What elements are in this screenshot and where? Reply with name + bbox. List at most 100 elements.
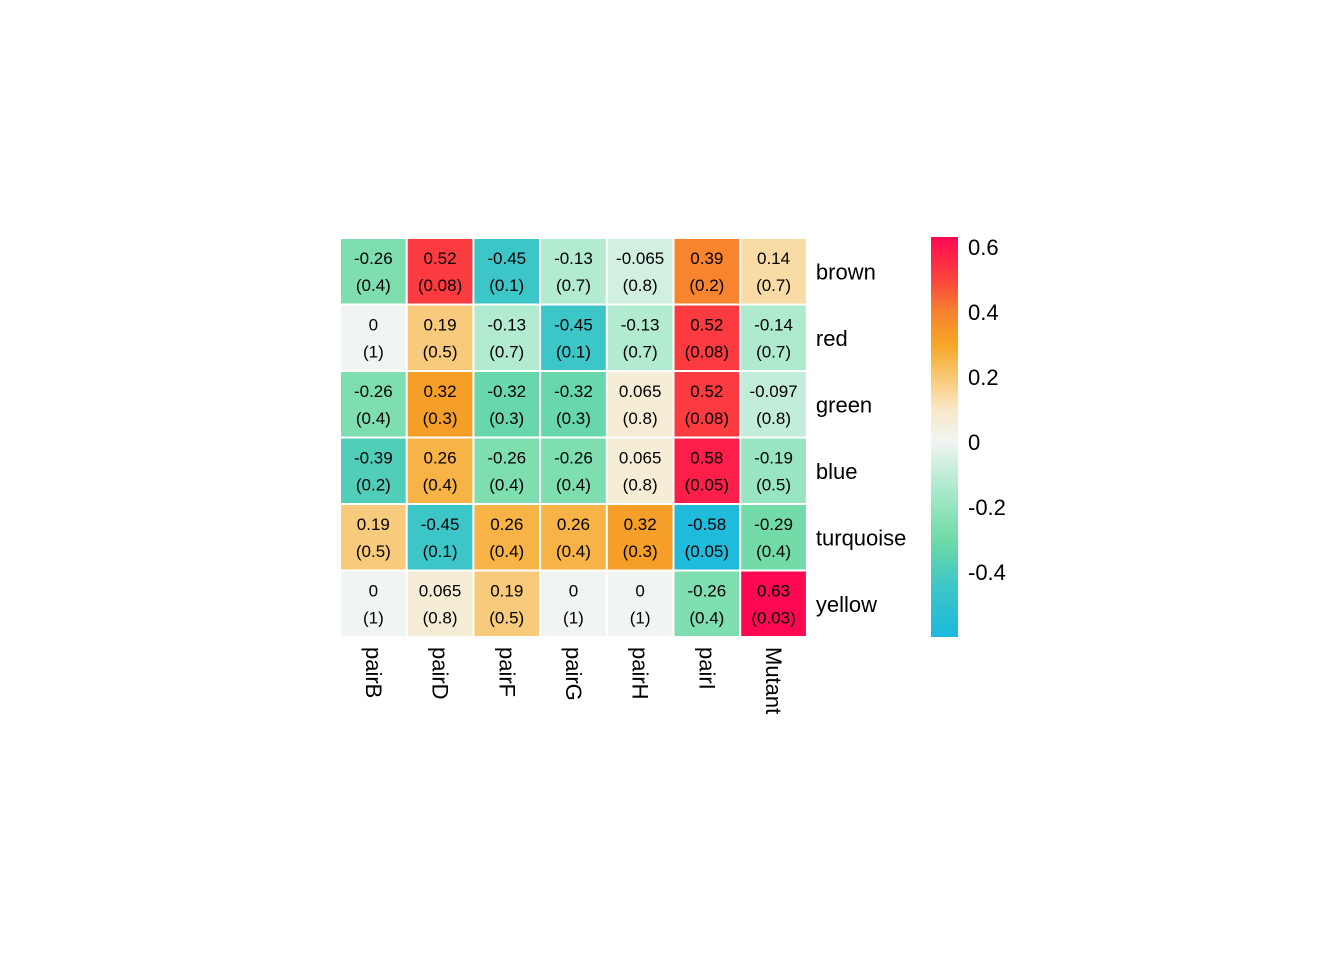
cell-value-label: 0.26	[424, 448, 457, 467]
cell-value-label: -0.45	[554, 315, 593, 334]
cell-value-label: -0.39	[354, 448, 393, 467]
cell-pvalue-label: (0.8)	[623, 409, 658, 428]
heatmap-cell: 0.63 (0.03)	[741, 571, 806, 636]
cell-pvalue-label: (0.4)	[423, 476, 458, 495]
row-label: yellow	[816, 592, 877, 617]
heatmap-cell-fill	[474, 505, 540, 570]
heatmap-cell-fill	[607, 305, 673, 370]
cell-value-label: 0	[635, 581, 644, 600]
column-label: pairI	[694, 647, 719, 690]
cell-pvalue-label: (0.5)	[756, 476, 791, 495]
cell-pvalue-label: (0.4)	[356, 276, 391, 295]
cell-value-label: 0	[569, 581, 578, 600]
cell-pvalue-label: (0.7)	[623, 343, 658, 362]
heatmap-cell: -0.13 (0.7)	[541, 239, 606, 304]
heatmap-cell: -0.32 (0.3)	[474, 372, 540, 437]
cell-pvalue-label: (0.05)	[685, 476, 729, 495]
heatmap-cell-fill	[474, 305, 540, 370]
cell-pvalue-label: (0.1)	[489, 276, 524, 295]
heatmap-cell-fill	[407, 239, 473, 304]
cell-pvalue-label: (0.5)	[423, 343, 458, 362]
heatmap-cell-fill	[407, 372, 473, 437]
heatmap-cell: -0.45 (0.1)	[541, 305, 606, 370]
cell-pvalue-label: (1)	[363, 343, 384, 362]
heatmap-cell-fill	[341, 571, 406, 636]
cell-value-label: -0.097	[749, 382, 797, 401]
cell-pvalue-label: (0.8)	[423, 609, 458, 628]
cell-pvalue-label: (1)	[363, 609, 384, 628]
cell-value-label: -0.32	[487, 382, 526, 401]
cell-value-label: 0.58	[690, 448, 723, 467]
heatmap-cell: 0(1)	[607, 571, 673, 636]
cell-pvalue-label: (0.8)	[623, 276, 658, 295]
column-label: pairD	[428, 647, 453, 700]
heatmap-cell-fill	[607, 239, 673, 304]
heatmap-cell-fill	[474, 372, 540, 437]
column-label: Mutant	[761, 647, 786, 714]
column-label: pairB	[361, 647, 386, 698]
cell-pvalue-label: (0.3)	[489, 409, 524, 428]
cell-pvalue-label: (0.3)	[556, 409, 591, 428]
heatmap-cell-fill	[474, 438, 540, 503]
heatmap-cell: -0.065 (0.8)	[607, 239, 673, 304]
heatmap-cell: 0.32 (0.3)	[407, 372, 473, 437]
cell-value-label: 0.19	[357, 515, 390, 534]
cell-value-label: -0.065	[616, 249, 664, 268]
cell-pvalue-label: (0.4)	[756, 542, 791, 561]
cell-value-label: -0.58	[687, 515, 726, 534]
heatmap-cell-fill	[341, 305, 406, 370]
heatmap-cell-fill	[607, 438, 673, 503]
cell-value-label: 0.26	[557, 515, 590, 534]
cell-pvalue-label: (1)	[630, 609, 651, 628]
cell-value-label: 0.32	[424, 382, 457, 401]
cell-pvalue-label: (0.1)	[556, 343, 591, 362]
legend-tick-label: -0.4	[968, 560, 1006, 585]
row-label: red	[816, 326, 848, 351]
heatmap-cell-fill	[407, 438, 473, 503]
cell-value-label: 0.14	[757, 249, 790, 268]
heatmap-cell: 0.52 (0.08)	[674, 305, 740, 370]
heatmap-cell: -0.26 (0.4)	[341, 372, 406, 437]
cell-pvalue-label: (0.5)	[356, 542, 391, 561]
cell-pvalue-label: (0.7)	[756, 276, 791, 295]
heatmap-cell: 0.52 (0.08)	[407, 239, 473, 304]
heatmap-cell: 0.19 (0.5)	[474, 571, 540, 636]
legend-color-bar	[931, 237, 958, 637]
heatmap-cell-fill	[674, 372, 740, 437]
heatmap-cell-fill	[474, 571, 540, 636]
cell-value-label: 0	[369, 581, 378, 600]
cell-value-label: -0.32	[554, 382, 593, 401]
cell-value-label: 0.26	[490, 515, 523, 534]
column-label: pairH	[628, 647, 653, 700]
heatmap-cell-fill	[407, 505, 473, 570]
heatmap-cell: -0.45 (0.1)	[407, 505, 473, 570]
cell-pvalue-label: (0.4)	[689, 609, 724, 628]
heatmap-cell-fill	[741, 239, 806, 304]
heatmap-cell: 0(1)	[541, 571, 606, 636]
heatmap-cell: -0.26 (0.4)	[541, 438, 606, 503]
cell-value-label: 0.52	[690, 315, 723, 334]
cell-pvalue-label: (1)	[563, 609, 584, 628]
heatmap-cell: -0.39 (0.2)	[341, 438, 406, 503]
row-label: brown	[816, 259, 876, 284]
cell-pvalue-label: (0.3)	[423, 409, 458, 428]
heatmap-cell-fill	[541, 372, 606, 437]
cell-value-label: 0.19	[424, 315, 457, 334]
cell-pvalue-label: (0.08)	[418, 276, 462, 295]
cell-value-label: -0.13	[554, 249, 593, 268]
heatmap-cell-fill	[407, 305, 473, 370]
heatmap-cell: -0.13 (0.7)	[607, 305, 673, 370]
cell-value-label: -0.26	[354, 382, 393, 401]
heatmap-cell-fill	[541, 438, 606, 503]
legend-tick-label: 0.2	[968, 365, 999, 390]
heatmap-cell: -0.26 (0.4)	[341, 239, 406, 304]
legend-tick-label: -0.2	[968, 495, 1006, 520]
heatmap-cell-fill	[607, 505, 673, 570]
row-labels: brown red green blue turquoise yellow	[816, 259, 907, 617]
cell-pvalue-label: (0.4)	[556, 476, 591, 495]
cell-value-label: -0.26	[487, 448, 526, 467]
heatmap-cell-fill	[341, 372, 406, 437]
heatmap-cell: -0.13 (0.7)	[474, 305, 540, 370]
cell-pvalue-label: (0.2)	[689, 276, 724, 295]
